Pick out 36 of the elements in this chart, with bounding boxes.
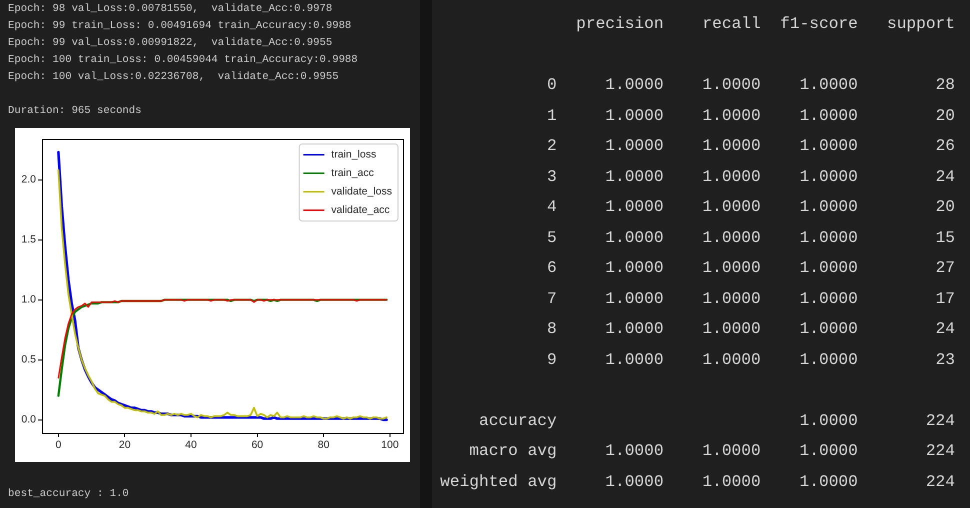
text: Epoch: 100 val_Loss:0.02236708, validate_Acc:0.9955 bbox=[8, 71, 339, 83]
text: Duration: 965 seconds bbox=[8, 105, 142, 117]
y-tick-label: 1.5 bbox=[21, 234, 36, 246]
y-tick-label: 1.0 bbox=[21, 294, 36, 306]
text: weighted avg 1.0000 1.0000 1.0000 224 bbox=[440, 472, 955, 490]
text: 6 1.0000 1.0000 1.0000 27 bbox=[547, 259, 955, 277]
text: 0 1.0000 1.0000 1.0000 28 bbox=[547, 76, 955, 94]
y-tick-label: 0.0 bbox=[21, 414, 36, 426]
x-tick-label: 80 bbox=[318, 439, 330, 452]
text: best_accuracy : 1.0 bbox=[8, 488, 129, 500]
legend-label: train_loss bbox=[331, 148, 376, 161]
text: 9 1.0000 1.0000 1.0000 23 bbox=[547, 350, 955, 368]
text: 3 1.0000 1.0000 1.0000 24 bbox=[547, 168, 955, 186]
x-tick-label: 0 bbox=[55, 439, 62, 452]
text: Epoch: 100 train_Loss: 0.00459044 train_Accuracy:0.9988 bbox=[8, 54, 358, 66]
text: 5 1.0000 1.0000 1.0000 15 bbox=[547, 228, 955, 246]
text: precision recall f1-score support bbox=[576, 15, 955, 33]
y-tick-label: 2.0 bbox=[21, 174, 36, 186]
x-tick-label: 60 bbox=[251, 439, 264, 452]
text: macro avg 1.0000 1.0000 1.0000 224 bbox=[469, 442, 955, 460]
y-tick-label: 0.5 bbox=[21, 354, 36, 366]
text: 2 1.0000 1.0000 1.0000 26 bbox=[547, 137, 955, 155]
text: 4 1.0000 1.0000 1.0000 20 bbox=[547, 198, 955, 216]
legend-label: train_acc bbox=[331, 167, 374, 180]
text: 7 1.0000 1.0000 1.0000 17 bbox=[547, 290, 955, 308]
x-tick-label: 40 bbox=[185, 439, 198, 452]
legend-label: validate_acc bbox=[331, 204, 390, 216]
text: Epoch: 99 train_Loss: 0.00491694 train_Accuracy:0.9988 bbox=[8, 20, 352, 32]
text: accuracy 1.0000 224 bbox=[479, 412, 955, 430]
text: Epoch: 99 val_Loss:0.00991822, validate_Acc:0.9955 bbox=[8, 37, 332, 49]
text: Epoch: 98 val_Loss:0.00781550, validate_Acc:0.9978 bbox=[8, 3, 332, 15]
text: 1 1.0000 1.0000 1.0000 20 bbox=[547, 106, 955, 124]
legend-label: validate_loss bbox=[331, 186, 392, 198]
x-tick-label: 20 bbox=[118, 439, 131, 452]
text: 8 1.0000 1.0000 1.0000 24 bbox=[547, 320, 955, 338]
x-tick-label: 100 bbox=[381, 439, 399, 452]
